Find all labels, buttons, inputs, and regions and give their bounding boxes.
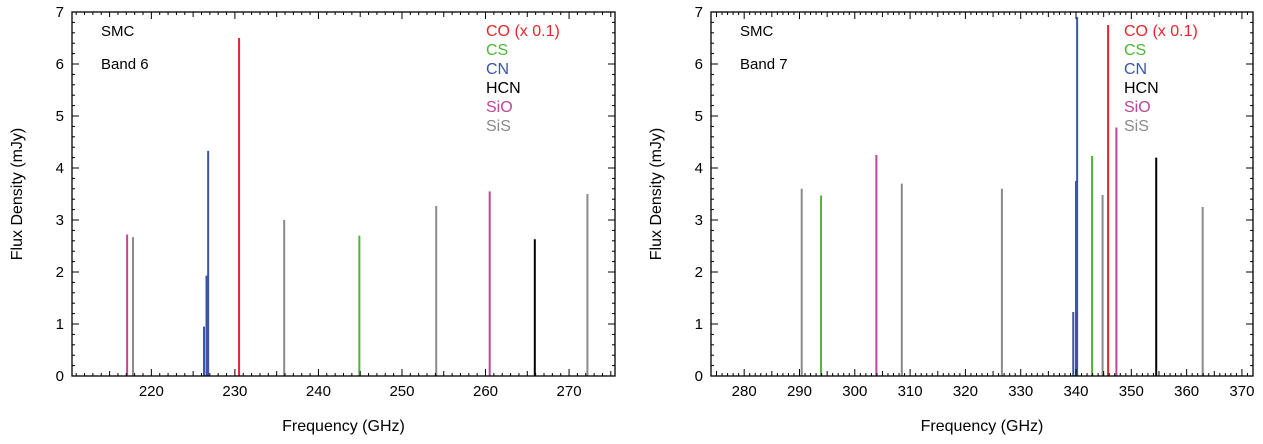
y-tick-label: 6	[695, 56, 703, 73]
x-tick-label: 260	[473, 383, 498, 400]
y-tick-label: 3	[56, 212, 64, 229]
legend-entry: CS	[486, 42, 508, 59]
y-tick-label: 5	[56, 108, 64, 125]
x-axis-label: Frequency (GHz)	[921, 418, 1044, 435]
x-tick-label: 320	[953, 383, 978, 400]
chart-panel-2: 280 290 300 310 320 330 340 350 360 370 0 1 2 3 4 5 6 7 Fr…	[648, 4, 1254, 435]
y-tick-label: 2	[56, 264, 64, 281]
panel-annotation: Band 7	[740, 56, 788, 73]
y-tick-label: 6	[56, 56, 64, 73]
chart-panel-1: 220 230 240 250 260 270 0 1 2 3 4 5 6 7 Frequency (GHz…	[9, 4, 616, 435]
y-axis-label: Flux Density (mJy)	[9, 128, 26, 260]
panel-annotation: SMC	[101, 23, 135, 40]
y-tick-label: 7	[56, 4, 64, 21]
x-tick-label: 280	[732, 383, 757, 400]
y-tick-label: 4	[695, 160, 703, 177]
x-tick-label: 230	[222, 383, 247, 400]
y-tick-label: 5	[695, 108, 703, 125]
legend-entry: HCN	[486, 80, 521, 97]
legend-entry: SiS	[1124, 118, 1149, 135]
legend-entry: SiS	[486, 118, 511, 135]
x-tick-label: 270	[557, 383, 582, 400]
x-tick-label: 300	[842, 383, 867, 400]
x-tick-label: 330	[1008, 383, 1033, 400]
x-tick-label: 340	[1064, 383, 1089, 400]
legend-entry: CO (x 0.1)	[1124, 23, 1198, 40]
plot-frame	[71, 11, 616, 377]
x-axis-label: Frequency (GHz)	[282, 418, 405, 435]
y-tick-label: 1	[56, 316, 64, 333]
y-tick-label: 0	[695, 368, 703, 385]
y-tick-label: 2	[695, 264, 703, 281]
legend-entry: HCN	[1124, 80, 1159, 97]
x-tick-label: 370	[1229, 383, 1254, 400]
legend-entry: SiO	[486, 99, 513, 116]
x-tick-label: 250	[389, 383, 414, 400]
legend-entry: CN	[1124, 61, 1147, 78]
x-tick-label: 350	[1119, 383, 1144, 400]
x-tick-label: 290	[787, 383, 812, 400]
x-tick-label: 310	[898, 383, 923, 400]
legend-entry: CS	[1124, 42, 1146, 59]
panel-annotation: SMC	[740, 23, 774, 40]
legend-entry: CN	[486, 61, 509, 78]
y-tick-label: 4	[56, 160, 64, 177]
x-tick-label: 220	[139, 383, 164, 400]
y-tick-label: 3	[695, 212, 703, 229]
y-axis-label: Flux Density (mJy)	[648, 128, 665, 260]
plot-frame	[710, 11, 1254, 377]
y-tick-label: 0	[56, 368, 64, 385]
x-tick-label: 240	[306, 383, 331, 400]
x-tick-label: 360	[1174, 383, 1199, 400]
y-tick-label: 7	[695, 4, 703, 21]
legend-entry: SiO	[1124, 99, 1151, 116]
panel-annotation: Band 6	[101, 56, 149, 73]
legend-entry: CO (x 0.1)	[486, 23, 560, 40]
y-tick-label: 1	[695, 316, 703, 333]
